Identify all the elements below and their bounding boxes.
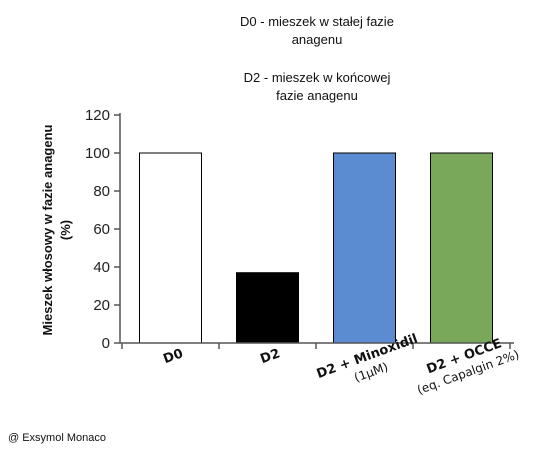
y-tick-label: 120 — [85, 107, 110, 124]
x-category-label: D2 — [258, 346, 282, 367]
x-category-label: D0 — [161, 346, 185, 367]
y-axis-label: Mieszek włosowy w fazie anagenu (%) — [40, 124, 73, 335]
y-tick-label: 60 — [93, 221, 110, 238]
y-tick-label: 100 — [85, 145, 110, 162]
y-axis-label-line: (%) — [58, 220, 73, 240]
y-tick-label: 20 — [93, 297, 110, 314]
y-tick-label: 80 — [93, 183, 110, 200]
bar — [236, 272, 299, 344]
note-line: D2 - mieszek w końcowej — [244, 70, 391, 85]
note-line: D0 - mieszek w stałej fazie — [240, 14, 394, 29]
y-tick-label: 0 — [102, 335, 110, 352]
bar — [430, 152, 493, 344]
y-axis-label-line: Mieszek włosowy w fazie anagenu — [40, 124, 55, 335]
note-line: anagenu — [292, 32, 343, 47]
note-line: fazie anagenu — [276, 88, 358, 103]
bar — [139, 152, 202, 344]
bar — [333, 152, 396, 344]
bars — [139, 152, 493, 344]
y-tick-label: 40 — [93, 259, 110, 276]
y-axis: 0 20 40 60 80 100 120 — [85, 107, 121, 352]
credit-text: @ Exsymol Monaco — [8, 432, 106, 444]
chart-notes: D0 - mieszek w stałej fazie anagenu D2 - m… — [240, 14, 394, 103]
